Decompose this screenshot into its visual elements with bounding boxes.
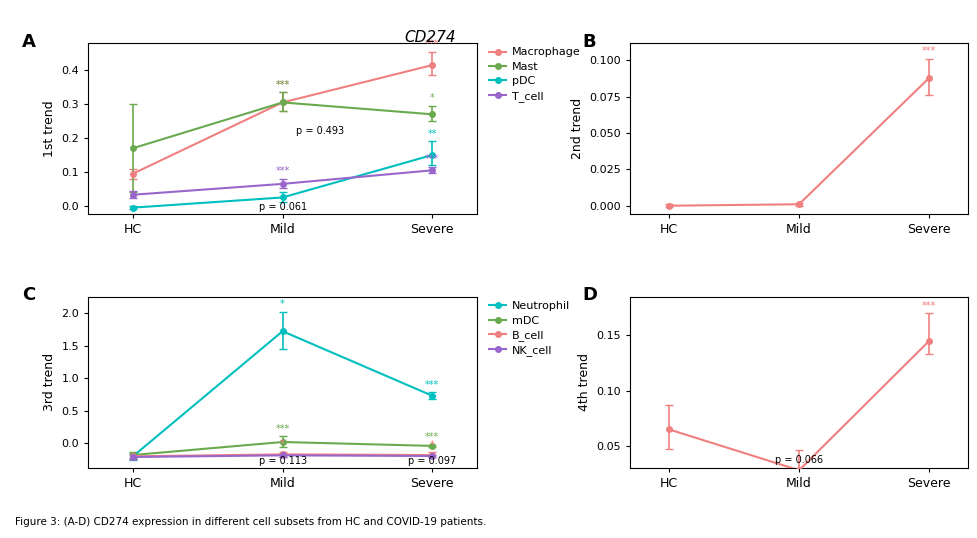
Plasma xyxy=(792,201,804,208)
Text: C: C xyxy=(21,286,35,305)
Line: Mast: Mast xyxy=(130,100,435,151)
T_cell xyxy=(276,181,288,187)
Text: *: * xyxy=(279,439,284,449)
Line: mDC: mDC xyxy=(130,439,435,458)
Text: ***: *** xyxy=(276,80,289,90)
Text: ***: *** xyxy=(276,423,289,434)
pDC xyxy=(276,194,288,201)
Macrophage xyxy=(127,171,139,177)
mDC xyxy=(426,443,438,449)
Text: *: * xyxy=(430,440,434,450)
Text: CD274: CD274 xyxy=(404,30,455,45)
B_cell xyxy=(276,451,288,458)
Y-axis label: 3rd trend: 3rd trend xyxy=(43,353,56,412)
Line: T_cell: T_cell xyxy=(130,167,435,197)
NK_cell xyxy=(127,454,139,460)
Text: ***: *** xyxy=(276,166,289,176)
Text: Figure 3: (A-D) CD274 expression in different cell subsets from HC and COVID-19 : Figure 3: (A-D) CD274 expression in diff… xyxy=(15,517,486,527)
B_cell xyxy=(426,452,438,458)
Legend: Epithelial: Epithelial xyxy=(974,365,977,384)
Text: ***: *** xyxy=(425,380,439,390)
Y-axis label: 4th trend: 4th trend xyxy=(577,353,590,412)
Text: p = 0.097: p = 0.097 xyxy=(407,456,456,466)
pDC xyxy=(426,152,438,158)
Line: Plasma: Plasma xyxy=(665,75,931,209)
Text: p = 0.061: p = 0.061 xyxy=(258,202,307,212)
Text: *: * xyxy=(430,93,434,103)
Epithelial xyxy=(922,338,934,344)
Text: ***: *** xyxy=(921,46,935,56)
Mast xyxy=(127,145,139,152)
Text: B: B xyxy=(582,33,596,51)
Mast xyxy=(426,111,438,117)
Line: pDC: pDC xyxy=(130,152,435,210)
Epithelial xyxy=(792,467,804,473)
Plasma xyxy=(662,202,674,209)
Line: Epithelial: Epithelial xyxy=(665,338,931,473)
Text: ***: *** xyxy=(425,154,439,164)
NK_cell xyxy=(426,453,438,459)
Text: ***: *** xyxy=(276,80,289,90)
Text: ***: *** xyxy=(425,39,439,49)
Text: p = 0.066: p = 0.066 xyxy=(774,455,823,465)
B_cell xyxy=(127,453,139,459)
Y-axis label: 2nd trend: 2nd trend xyxy=(570,98,583,159)
Y-axis label: 1st trend: 1st trend xyxy=(43,101,56,157)
Line: Neutrophil: Neutrophil xyxy=(130,328,435,459)
Legend: Macrophage, Mast, pDC, T_cell: Macrophage, Mast, pDC, T_cell xyxy=(485,43,584,106)
Text: A: A xyxy=(21,33,36,51)
Neutrophil xyxy=(276,328,288,335)
Text: D: D xyxy=(582,286,597,305)
Legend: Plasma: Plasma xyxy=(974,111,977,131)
Mast xyxy=(276,99,288,105)
NK_cell xyxy=(276,452,288,458)
Line: NK_cell: NK_cell xyxy=(130,452,435,460)
Plasma xyxy=(922,75,934,81)
Neutrophil xyxy=(426,393,438,399)
Epithelial xyxy=(662,426,674,433)
Legend: Neutrophil, mDC, B_cell, NK_cell: Neutrophil, mDC, B_cell, NK_cell xyxy=(485,296,573,360)
Macrophage xyxy=(426,62,438,68)
Neutrophil xyxy=(127,453,139,459)
T_cell xyxy=(127,192,139,198)
Text: p = 0.113: p = 0.113 xyxy=(258,456,307,466)
pDC xyxy=(127,204,139,211)
Text: *: * xyxy=(279,299,284,309)
T_cell xyxy=(426,167,438,174)
mDC xyxy=(276,439,288,445)
Text: ***: *** xyxy=(425,432,439,442)
Text: p = 0.493: p = 0.493 xyxy=(296,126,344,136)
Text: **: ** xyxy=(427,129,437,139)
Line: Macrophage: Macrophage xyxy=(130,62,435,176)
Line: B_cell: B_cell xyxy=(130,451,435,459)
mDC xyxy=(127,452,139,458)
Text: ***: *** xyxy=(921,301,935,311)
Macrophage xyxy=(276,99,288,105)
